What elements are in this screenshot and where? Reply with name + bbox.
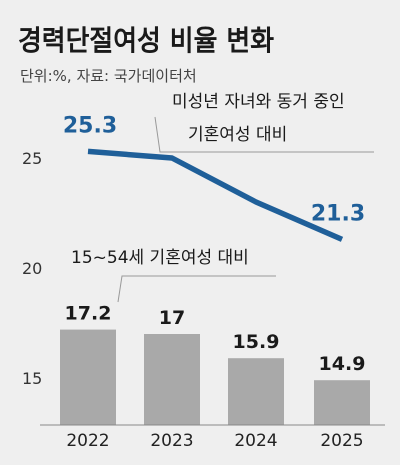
y-axis-ticks: 25 20 15 — [22, 149, 42, 388]
line-value-label: 21.3 — [311, 201, 365, 226]
bar-callout-leader — [117, 275, 276, 303]
y-tick-label: 25 — [22, 149, 42, 168]
line-callout-text-1: 미성년 자녀와 동거 중인 — [172, 92, 345, 112]
bar-callout-text: 15~54세 기혼여성 대비 — [71, 248, 249, 268]
line-value-label: 25.3 — [63, 113, 117, 138]
bar — [314, 380, 370, 425]
bar — [228, 358, 284, 425]
x-axis-labels: 2022 2023 2024 2025 — [66, 431, 363, 451]
chart-title: 경력단절여성 비율 변화 — [18, 24, 274, 57]
x-tick-label: 2022 — [66, 431, 109, 451]
line-callout-text-2: 기혼여성 대비 — [188, 125, 287, 145]
line-callout-leader — [154, 116, 374, 153]
line-series: 25.3 21.3 — [63, 113, 365, 242]
bar — [60, 329, 116, 425]
trend-line — [87, 148, 344, 242]
chart-subtitle: 단위:%, 자료: 국가데이터처 — [20, 67, 197, 85]
bar-series: 17.2 17 15.9 14.9 — [40, 303, 385, 426]
bar-value-label: 15.9 — [233, 331, 280, 353]
bar-value-label: 17 — [159, 307, 185, 329]
x-tick-label: 2023 — [150, 431, 193, 451]
x-tick-label: 2025 — [320, 431, 363, 451]
bar-value-label: 17.2 — [65, 303, 112, 325]
x-tick-label: 2024 — [234, 431, 277, 451]
bar-value-label: 14.9 — [319, 353, 366, 375]
y-tick-label: 20 — [22, 259, 42, 278]
bar — [144, 334, 200, 425]
y-tick-label: 15 — [22, 369, 42, 388]
